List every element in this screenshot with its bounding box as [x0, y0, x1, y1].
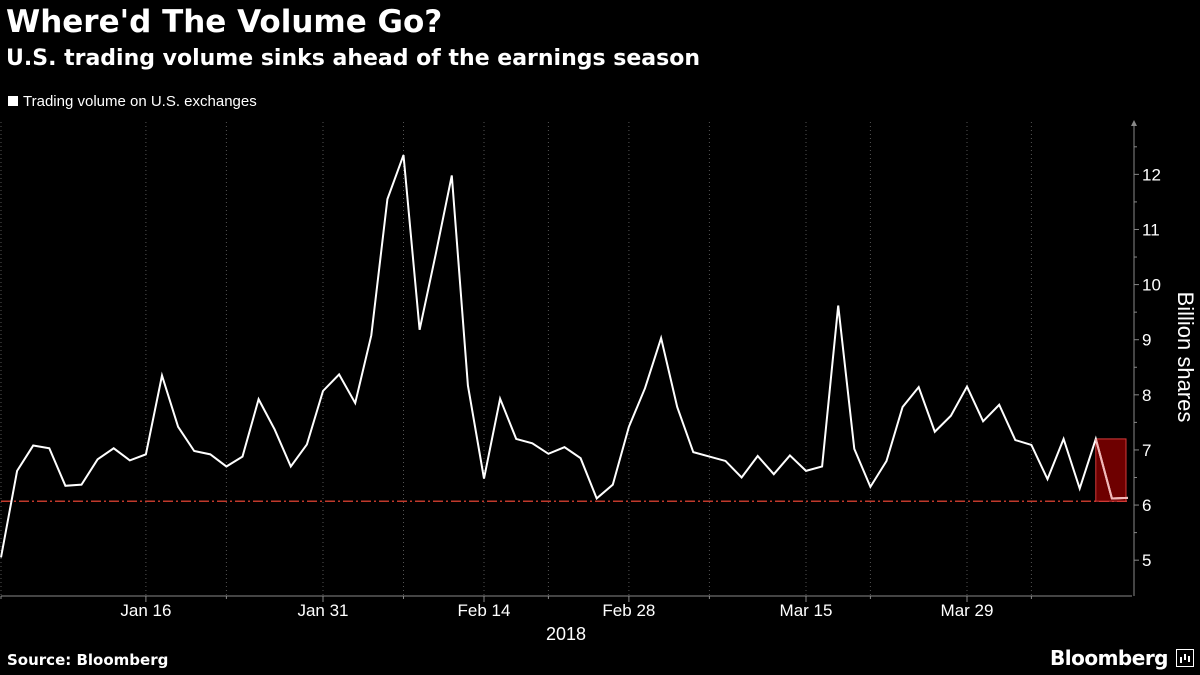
series-line — [0, 154, 1129, 558]
series-group — [0, 154, 1129, 558]
chart-title: Where'd The Volume Go? — [6, 4, 443, 40]
source-note: Source: Bloomberg — [7, 651, 169, 669]
legend-swatch-icon — [8, 96, 18, 106]
chart-subtitle: U.S. trading volume sinks ahead of the e… — [6, 46, 700, 71]
x-tick-label: Jan 16 — [120, 601, 171, 620]
x-tick-label: Feb 28 — [602, 601, 655, 620]
x-tick-label: Mar 15 — [780, 601, 833, 620]
x-tick-label: Mar 29 — [941, 601, 994, 620]
highlight-box — [1095, 438, 1127, 502]
y-axis-label: Billion shares — [1173, 292, 1198, 423]
terminal-icon — [1176, 649, 1194, 667]
x-axis-label: 2018 — [546, 624, 586, 644]
y-tick-label: 6 — [1142, 496, 1151, 515]
y-tick-label: 10 — [1142, 276, 1161, 295]
legend: Trading volume on U.S. exchanges — [8, 91, 257, 111]
y-tick-label: 7 — [1142, 441, 1151, 460]
highlight-group — [1095, 438, 1127, 502]
y-tick-label: 5 — [1142, 551, 1151, 570]
x-tick-label: Feb 14 — [458, 601, 511, 620]
gridlines — [0, 122, 1032, 596]
y-tick-label: 11 — [1142, 220, 1160, 239]
y-tick-label: 8 — [1142, 386, 1151, 405]
axes: Jan 16 Jan 31 Feb 14 Feb 28 Mar 15 Mar 29 5 6 7 8… — [0, 120, 1161, 620]
y-axis-arrow-icon — [1131, 120, 1137, 126]
x-tick-label: Jan 31 — [297, 601, 348, 620]
y-tick-label: 9 — [1142, 331, 1151, 350]
brand-logo: Bloomberg — [1050, 646, 1194, 670]
brand-name: Bloomberg — [1050, 646, 1168, 670]
legend-label: Trading volume on U.S. exchanges — [23, 92, 257, 110]
y-tick-label: 12 — [1142, 165, 1161, 184]
